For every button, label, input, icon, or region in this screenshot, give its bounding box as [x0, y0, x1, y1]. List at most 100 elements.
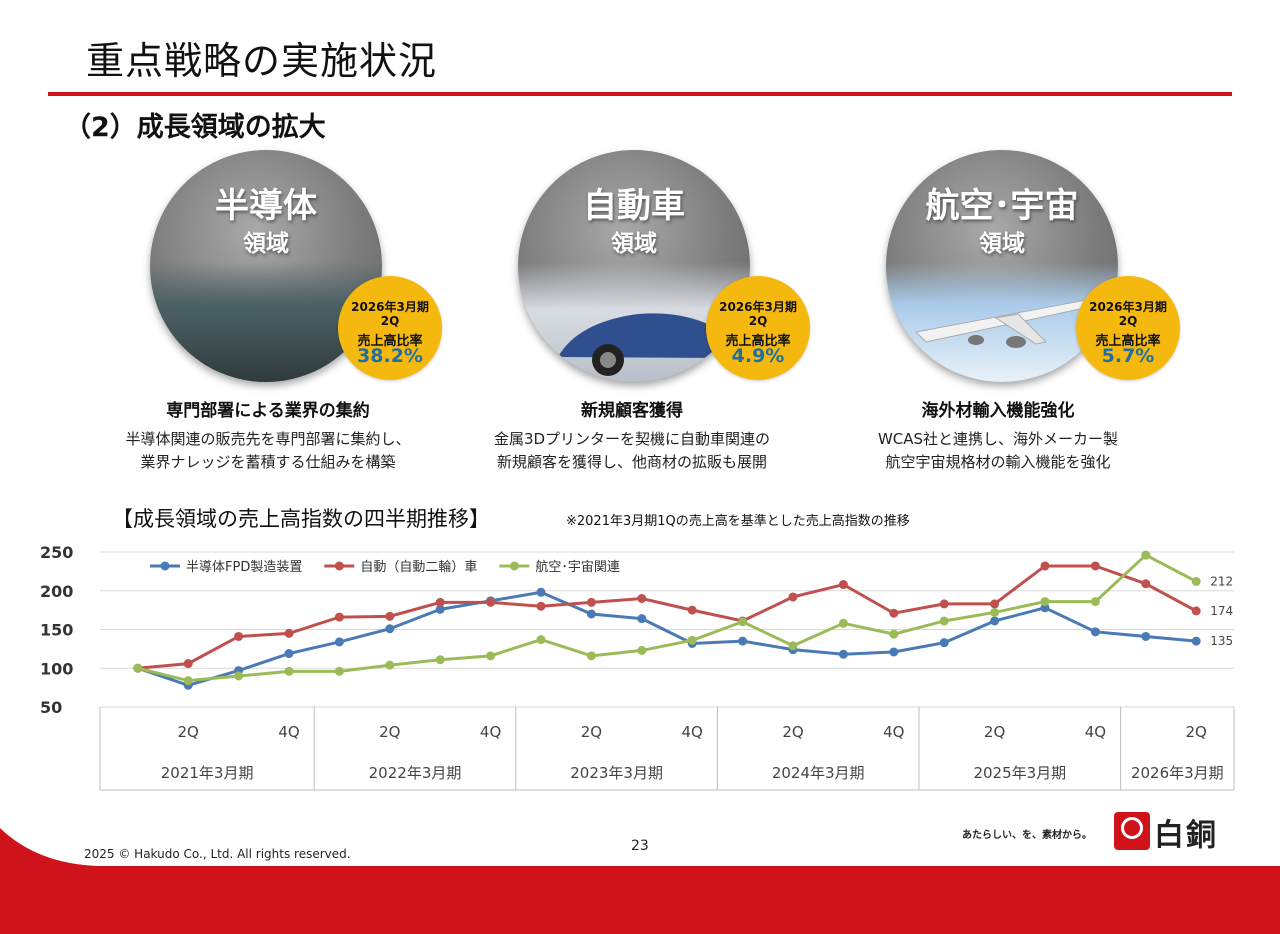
badge-label: 売上高比率 — [725, 334, 791, 349]
data-point — [586, 597, 596, 607]
data-point — [385, 611, 395, 621]
x-tick-label: 2Q — [581, 723, 602, 741]
data-point — [334, 666, 344, 676]
period-label: 2024年3月期 — [772, 764, 865, 782]
page-title: 重点戦略の実施状況 — [86, 39, 438, 83]
badge-quarter: 2Q — [1118, 314, 1138, 328]
data-point — [788, 592, 798, 602]
data-point — [536, 635, 546, 645]
car-icon — [558, 313, 728, 376]
strategy-title: 新規顧客獲得 — [581, 401, 683, 421]
segment-subtitle: 領域 — [243, 231, 289, 257]
data-point — [486, 597, 496, 607]
period-label: 2023年3月期 — [570, 764, 663, 782]
legend-label: 半導体FPD製造装置 — [186, 560, 302, 575]
strategy-title: 専門部署による業界の集約 — [166, 401, 370, 421]
data-point — [1141, 550, 1151, 560]
badge-label: 売上高比率 — [1095, 334, 1161, 349]
badge-period: 2026年3月期 — [719, 300, 797, 314]
badge-period: 2026年3月期 — [1089, 300, 1167, 314]
period-label: 2022年3月期 — [369, 764, 462, 782]
segment-title: 航空･宇宙 — [925, 186, 1079, 226]
data-point — [486, 651, 496, 661]
segment-subtitle: 領域 — [611, 231, 657, 257]
series-line — [137, 553, 1197, 683]
data-point — [1090, 627, 1100, 637]
data-point — [939, 616, 949, 626]
data-point — [284, 628, 294, 638]
sales-ratio-badge: 2026年3月期 2Q 売上高比率 5.7% — [1076, 276, 1180, 380]
y-tick-label: 200 — [40, 582, 73, 601]
data-point — [334, 612, 344, 622]
data-point — [637, 645, 647, 655]
section-subtitle: （2）成長領域の拡大 — [64, 112, 326, 143]
badge-value: 4.9% — [731, 345, 785, 367]
data-point — [1040, 561, 1050, 571]
data-point — [990, 616, 1000, 626]
period-label: 2025年3月期 — [973, 764, 1066, 782]
x-tick-label: 2Q — [782, 723, 803, 741]
x-tick-label: 2Q — [1186, 723, 1207, 741]
segment-circle-automotive: 自動車 領域 — [518, 150, 750, 382]
x-tick-label: 4Q — [278, 723, 299, 741]
strategy-title: 海外材輸入機能強化 — [921, 401, 1075, 421]
desc-line: 新規顧客を獲得し、他商材の拡販も展開 — [496, 453, 767, 471]
data-point — [435, 597, 445, 607]
legend-marker — [509, 561, 519, 571]
legend-marker — [334, 561, 344, 571]
data-point — [738, 636, 748, 646]
badge-value: 5.7% — [1101, 345, 1155, 367]
data-point — [687, 635, 697, 645]
line-chart: 50 100 150 200 250 2Q 4Q 2Q 4Q 2Q 4Q 2Q 4Q 2Q 4Q 2Q 2021… — [40, 543, 1235, 791]
y-tick-label: 100 — [40, 659, 73, 678]
page-number: 23 — [631, 838, 649, 854]
data-point — [687, 605, 697, 615]
x-tick-label: 4Q — [682, 723, 703, 741]
data-point — [1040, 597, 1050, 607]
data-point — [234, 671, 244, 681]
data-point — [385, 660, 395, 670]
segment-subtitle: 領域 — [979, 231, 1025, 257]
sales-ratio-badge: 2026年3月期 2Q 売上高比率 4.9% — [706, 276, 810, 380]
data-point — [990, 607, 1000, 617]
period-label: 2026年3月期 — [1131, 764, 1224, 782]
segment-circle-semiconductor: 半導体 領域 — [150, 150, 382, 382]
data-point — [536, 601, 546, 611]
data-point — [1090, 561, 1100, 571]
legend-label: 自動（自動二輪）車 — [360, 559, 477, 575]
data-point — [990, 599, 1000, 609]
legend-label: 航空･宇宙関連 — [535, 559, 620, 575]
company-logo-icon — [1114, 812, 1150, 850]
data-point — [284, 649, 294, 659]
data-point — [939, 638, 949, 648]
desc-line: 航空宇宙規格材の輸入機能を強化 — [885, 453, 1111, 471]
end-value-label: 212 — [1210, 574, 1233, 588]
data-point — [838, 649, 848, 659]
desc-line: 金属3Dプリンターを契機に自動車関連の — [493, 430, 771, 448]
series-line — [137, 590, 1197, 687]
badge-quarter: 2Q — [748, 314, 768, 328]
x-tick-label: 4Q — [1085, 723, 1106, 741]
data-point — [637, 614, 647, 624]
badge-label: 売上高比率 — [357, 334, 423, 349]
footer-swoosh — [0, 821, 1280, 934]
company-logo-text: 白銅 — [1154, 818, 1218, 853]
chart-note: ※2021年3月期1Qの売上高を基準とした売上高指数の推移 — [566, 514, 910, 529]
data-point — [1141, 579, 1151, 589]
series-line — [137, 564, 1197, 670]
data-point — [284, 666, 294, 676]
data-point — [889, 629, 899, 639]
data-point — [586, 609, 596, 619]
data-point — [133, 663, 143, 673]
data-point — [889, 647, 899, 657]
title-divider — [48, 92, 1232, 96]
legend-marker — [160, 561, 170, 571]
data-point — [1090, 597, 1100, 607]
x-tick-label: 2Q — [178, 723, 199, 741]
x-tick-label: 4Q — [480, 723, 501, 741]
data-point — [939, 599, 949, 609]
data-point — [435, 604, 445, 614]
badge-quarter: 2Q — [380, 314, 400, 328]
data-point — [586, 651, 596, 661]
y-tick-label: 250 — [40, 543, 73, 562]
